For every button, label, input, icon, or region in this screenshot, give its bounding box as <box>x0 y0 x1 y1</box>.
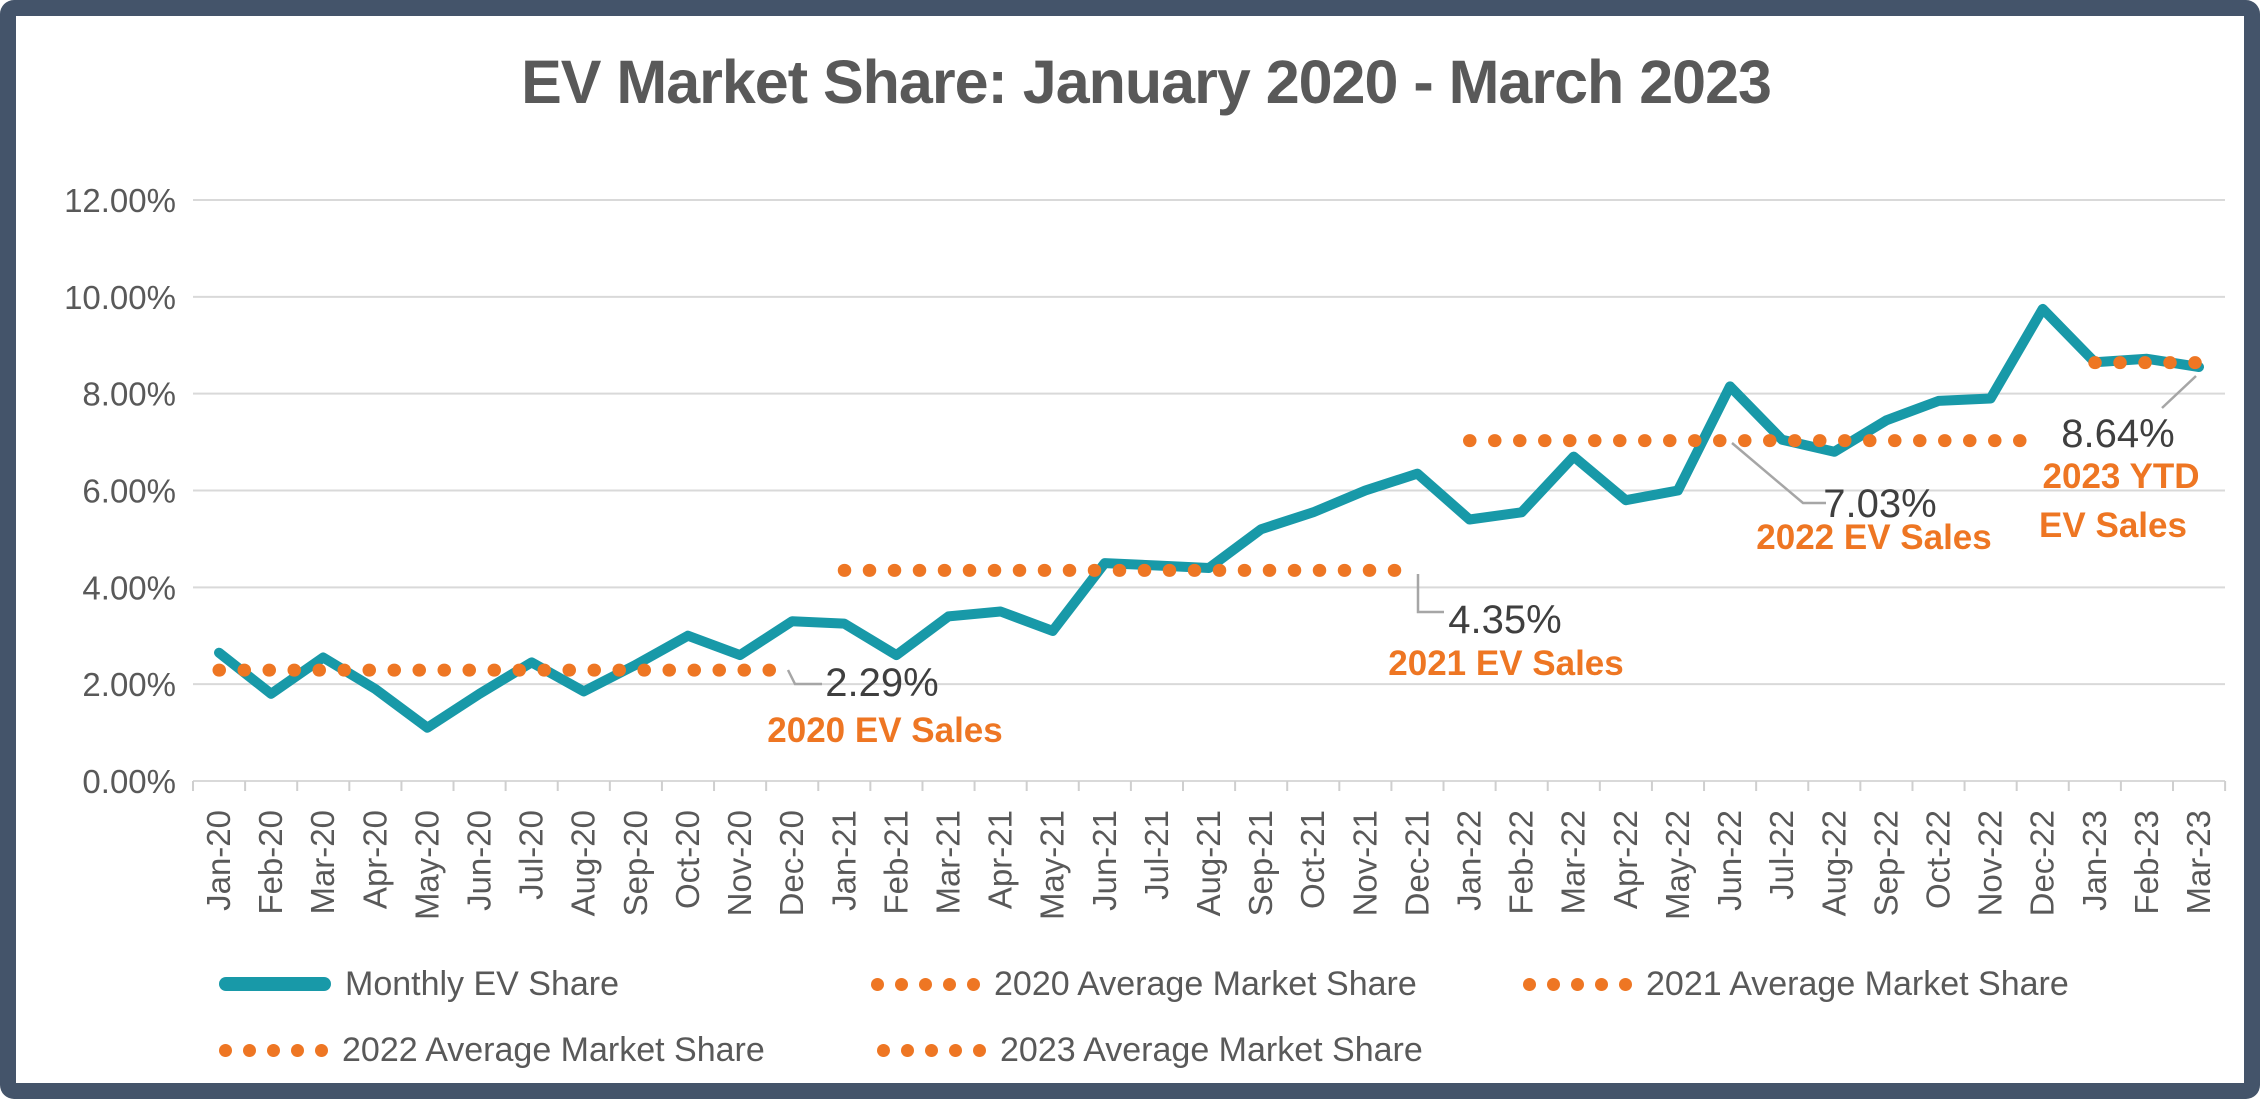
x-axis-label: Nov-22 <box>1972 810 2009 916</box>
annotation-2023-average: 8.64% <box>2061 412 2174 457</box>
x-axis-label: Feb-20 <box>252 810 289 915</box>
x-axis-label: Apr-22 <box>1607 810 1644 909</box>
x-axis-label: Feb-22 <box>1503 810 1540 915</box>
annotation-2020-callout-label: 2020 EV Sales <box>767 711 1003 750</box>
x-axis-label: Nov-20 <box>721 810 758 916</box>
legend-label: 2022 Average Market Share <box>342 1030 765 1069</box>
x-axis-label: Jul-20 <box>513 810 550 900</box>
x-axis-label: Feb-23 <box>2128 810 2165 915</box>
annotation-2022-callout-label: 2022 EV Sales <box>1756 518 1992 557</box>
legend-label: Monthly EV Share <box>345 964 620 1003</box>
x-axis-label: Mar-23 <box>2180 810 2217 915</box>
leader-2023 <box>2161 375 2197 409</box>
annotation-2021-average: 4.35% <box>1448 598 1561 643</box>
x-axis-label: Jun-22 <box>1711 810 1748 911</box>
legend-dots-swatch <box>219 1043 328 1057</box>
legend-item-monthly-ev-share: Monthly EV Share <box>219 964 619 1004</box>
legend-item-2022-average: 2022 Average Market Share <box>219 1030 765 1070</box>
y-axis-label: 8.00% <box>82 376 176 413</box>
x-axis-label: Mar-20 <box>304 810 341 915</box>
x-axis-label: Oct-21 <box>1294 810 1331 909</box>
x-axis-label: Oct-22 <box>1919 810 1956 909</box>
legend-dots-swatch <box>871 977 980 991</box>
annotation-2020-average: 2.29% <box>825 661 938 706</box>
legend-label: 2023 Average Market Share <box>1000 1030 1423 1069</box>
y-axis-label: 2.00% <box>82 666 176 703</box>
annotation-2021-callout-label: 2021 EV Sales <box>1388 644 1624 683</box>
x-axis-label: Nov-21 <box>1346 810 1383 916</box>
x-axis-label: Oct-20 <box>669 810 706 909</box>
x-axis-label: May-21 <box>1034 810 1071 920</box>
x-axis-label: Aug-21 <box>1190 810 1227 916</box>
legend-item-2023-average: 2023 Average Market Share <box>877 1030 1423 1070</box>
legend-dots-swatch <box>877 1043 986 1057</box>
x-axis-label: Jul-22 <box>1763 810 1800 900</box>
x-axis-label: Aug-20 <box>565 810 602 916</box>
x-axis-label: Apr-20 <box>356 810 393 909</box>
annotation-2022-value: 7.03% <box>1823 482 1937 526</box>
legend-label: 2021 Average Market Share <box>1646 964 2069 1003</box>
x-axis-label: Mar-22 <box>1555 810 1592 915</box>
y-axis-label: 4.00% <box>82 569 176 606</box>
x-axis-label: Jan-21 <box>825 810 862 911</box>
annotation-2021-value: 4.35% <box>1448 598 1562 642</box>
x-axis-label: Feb-21 <box>877 810 914 915</box>
annotation-2020-callout: 2020 EV Sales <box>767 711 1002 751</box>
x-axis-label: Aug-22 <box>1815 810 1852 916</box>
x-axis-label: Sep-22 <box>1867 810 1904 916</box>
x-axis-label: May-20 <box>408 810 445 920</box>
annotation-2023-callout-line2: EV Sales <box>2039 506 2187 545</box>
legend-item-2020-average: 2020 Average Market Share <box>871 964 1417 1004</box>
x-axis-label: Apr-21 <box>982 810 1019 909</box>
annotation-2023-callout-line1: 2023 YTD <box>2042 457 2200 496</box>
annotation-2020-value: 2.29% <box>825 661 939 705</box>
x-axis-label: Sep-21 <box>1242 810 1279 916</box>
x-axis-label: Jan-20 <box>200 810 237 911</box>
x-axis-label: Jun-20 <box>461 810 498 911</box>
x-axis-label: Jun-21 <box>1086 810 1123 911</box>
y-axis-label: 10.00% <box>64 279 176 316</box>
legend-item-2021-average: 2021 Average Market Share <box>1523 964 2069 1004</box>
x-axis-label: Dec-22 <box>2024 810 2061 916</box>
legend-dots-swatch <box>1523 977 1632 991</box>
legend-line-swatch <box>219 977 331 991</box>
x-axis-label: Jan-22 <box>1451 810 1488 911</box>
y-axis-label: 6.00% <box>82 472 176 509</box>
y-axis-label: 12.00% <box>64 182 176 219</box>
x-axis-label: Mar-21 <box>929 810 966 915</box>
y-axis-label: 0.00% <box>82 763 176 800</box>
x-axis-label: Jul-21 <box>1138 810 1175 900</box>
plot-area: 12.00% 10.00% 8.00% 6.00% 4.00% 2.00% 0.00% Jan… <box>64 182 2227 920</box>
annotation-2023-value: 8.64% <box>2061 412 2175 456</box>
annotation-2021-callout: 2021 EV Sales <box>1388 644 1623 684</box>
annotation-2022-average: 7.03% <box>1823 482 1936 527</box>
leader-2020 <box>786 669 822 686</box>
legend-label: 2020 Average Market Share <box>994 964 1417 1003</box>
x-axis-label: Dec-21 <box>1398 810 1435 916</box>
x-axis-label: May-22 <box>1659 810 1696 920</box>
leader-2022 <box>1731 442 1826 505</box>
annotation-2022-callout: 2022 EV Sales <box>1756 518 1991 558</box>
leader-2021 <box>1416 574 1444 614</box>
x-axis-label: Dec-20 <box>773 810 810 916</box>
chart-title: EV Market Share: January 2020 - March 20… <box>521 48 1772 116</box>
x-axis-label: Sep-20 <box>617 810 654 916</box>
x-axis-label: Jan-23 <box>2076 810 2113 911</box>
